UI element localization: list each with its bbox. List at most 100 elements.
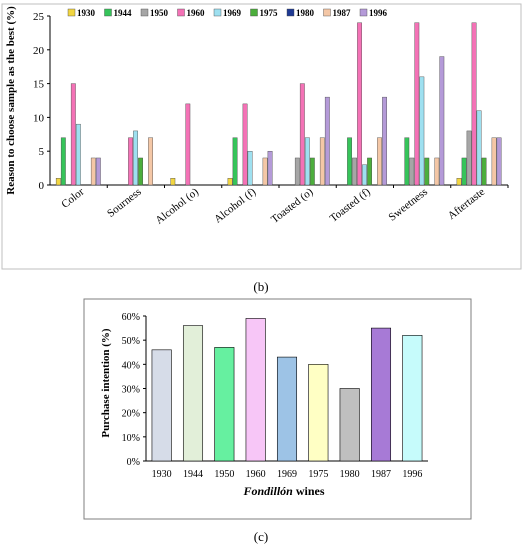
chart-b-legend-label: 1996: [369, 8, 388, 18]
chart-b-legend-swatch: [286, 8, 295, 17]
chart-b-bar: [419, 76, 425, 186]
chart-b-bar: [247, 150, 253, 186]
chart-b-bar: [324, 96, 330, 186]
chart-c-bar: [339, 388, 360, 462]
chart-c-xtick-label: 1944: [183, 469, 203, 480]
chart-c-ytick-label: 10%: [122, 433, 140, 444]
chart-c-xtick-label: 1987: [371, 469, 391, 480]
chart-c-xlabel: Fondillón wines: [242, 484, 324, 498]
chart-b-bar: [347, 137, 352, 186]
chart-b-bar: [471, 22, 477, 186]
chart-b-bar: [414, 22, 420, 186]
chart-b-ytick-label: 20: [33, 45, 45, 57]
chart-c-xlabel-rest: wines: [293, 484, 325, 498]
chart-b-bar: [456, 178, 462, 186]
chart-c-ytick-label: 20%: [122, 409, 140, 420]
chart-b-bar: [138, 157, 143, 186]
chart-b-legend-swatch: [323, 8, 331, 17]
chart-c-ytick-label: 40%: [122, 360, 140, 371]
chart-c-xtick-label: 1980: [340, 469, 360, 480]
chart-b-legend-swatch: [140, 8, 149, 17]
chart-b-ytick-label: 25: [33, 11, 45, 23]
chart-b-bar: [75, 123, 81, 186]
chart-c-ylabel: Purchase intention (%): [100, 328, 112, 438]
chart-b-bar: [409, 157, 415, 186]
chart-b-legend-label: 1969: [223, 8, 242, 18]
chart-b-bar: [382, 96, 387, 186]
chart-b-bar: [267, 150, 273, 186]
chart-b-legend-label: 1975: [260, 8, 279, 18]
chart-b-legend-label: 1950: [150, 8, 169, 18]
chart-b-bar: [319, 137, 325, 186]
chart-b-bar: [95, 157, 101, 186]
chart-b-bar: [294, 157, 300, 186]
chart-b-legend-label: 1930: [77, 8, 96, 18]
chart-b-bar: [466, 130, 472, 186]
chart-b-bar: [496, 137, 502, 186]
chart-c-xtick-label: 1969: [277, 469, 297, 480]
chart-b-bar: [232, 137, 238, 186]
chart-c-ytick-label: 30%: [122, 385, 140, 396]
chart-c-bar: [276, 356, 298, 462]
chart-b-legend-label: 1944: [114, 8, 133, 18]
chart-b-bar: [357, 22, 362, 186]
chart-b-bar: [128, 137, 133, 186]
chart-b-bar: [404, 137, 410, 186]
chart-b-bar: [299, 83, 305, 186]
chart-b-bar: [352, 157, 357, 186]
chart-b-legend-swatch: [250, 8, 258, 17]
chart-c-xtick-label: 1975: [308, 469, 328, 480]
chart-c-xtick-label: 1950: [214, 469, 234, 480]
chart-b-reasons: Reason to choose sample as the best (%) …: [1, 3, 522, 294]
chart-c-bar: [308, 364, 329, 462]
chart-b-bar: [491, 137, 497, 186]
chart-b-legend-label: 1960: [187, 8, 206, 18]
chart-c-ytick-label: 60%: [122, 312, 140, 323]
chart-c-bar: [151, 349, 172, 462]
chart-b-bar: [476, 110, 482, 186]
chart-c-xtick-label: 1930: [152, 469, 172, 480]
chart-b-bar: [309, 157, 315, 186]
chart-b-bar: [439, 56, 445, 186]
chart-b-bar: [60, 137, 66, 186]
chart-c-xtick-label: 1996: [402, 469, 422, 480]
chart-b-bar: [262, 157, 268, 186]
chart-b-ytick-label: 10: [33, 112, 45, 124]
chart-b-bar: [148, 137, 153, 186]
chart-b-bar: [461, 157, 467, 186]
panel-c-label: (c): [254, 529, 268, 544]
chart-b-bar: [55, 178, 61, 186]
chart-b-legend-swatch: [104, 8, 112, 17]
chart-b-ytick-label: 0: [39, 180, 45, 192]
chart-b-bar: [242, 103, 248, 186]
chart-b-bar: [377, 137, 382, 186]
chart-c-bar: [182, 325, 204, 462]
chart-b-legend-swatch: [67, 8, 76, 17]
chart-c-frame: [83, 298, 472, 520]
chart-b-legend-swatch: [177, 8, 185, 17]
chart-b-bar: [170, 178, 176, 186]
chart-c-xlabel-italic: Fondillón: [242, 484, 293, 498]
chart-b-bar: [133, 130, 138, 186]
chart-c-ytick-label: 50%: [122, 336, 140, 347]
chart-c-bar: [214, 347, 235, 462]
chart-b-bar: [90, 157, 96, 186]
chart-b-bar: [424, 157, 430, 186]
chart-b-ytick-label: 15: [33, 79, 45, 91]
chart-b-ylabel: Reason to choose sample as the best (%): [5, 6, 17, 195]
chart-c-xtick-label: 1960: [246, 469, 266, 480]
chart-b-bar: [362, 164, 367, 186]
panel-b-label: (b): [253, 279, 268, 294]
chart-b-bar: [70, 83, 76, 186]
chart-b-legend-label: 1980: [296, 8, 315, 18]
chart-b-legend-swatch: [213, 8, 222, 17]
chart-b-legend-label: 1987: [333, 8, 352, 18]
chart-b-bar: [304, 137, 310, 186]
chart-b-ytick-label: 5: [39, 146, 45, 158]
chart-c-bar: [245, 318, 266, 462]
chart-b-bar: [434, 157, 440, 186]
chart-b-bar: [481, 157, 487, 186]
chart-c-bar: [370, 327, 392, 462]
chart-b-frame: [1, 3, 522, 270]
chart-b-legend-swatch: [359, 8, 368, 17]
